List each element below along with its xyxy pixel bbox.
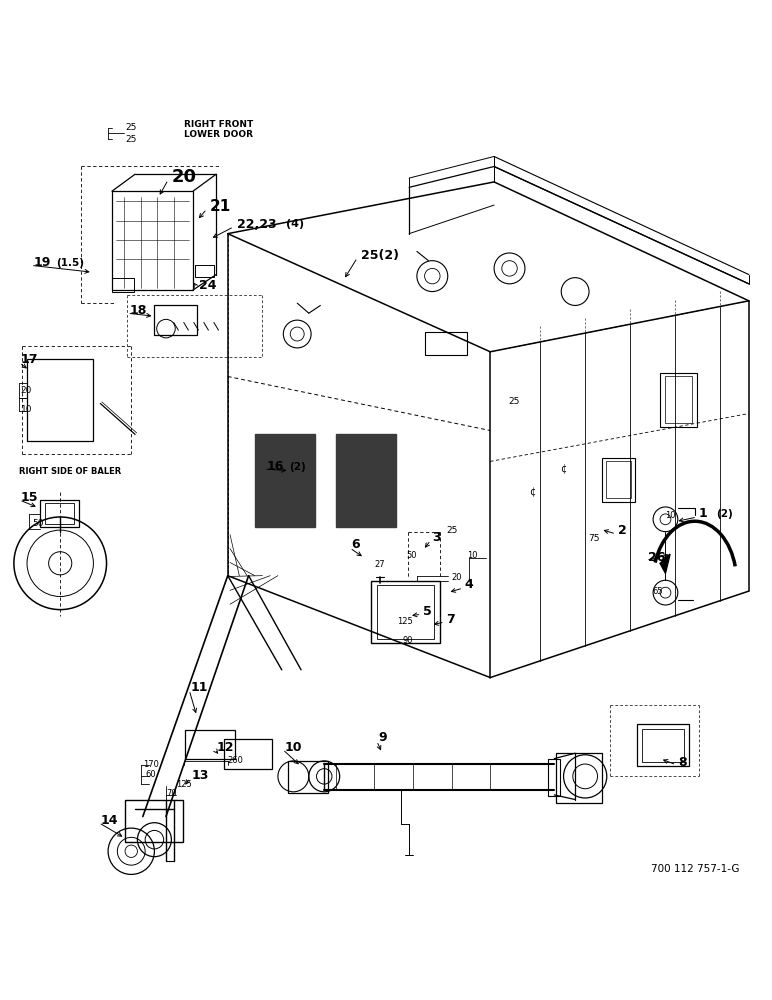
Bar bbox=[425, 332, 467, 355]
Text: 10: 10 bbox=[467, 551, 478, 560]
Bar bbox=[112, 191, 193, 290]
Bar bbox=[606, 461, 631, 498]
Bar bbox=[112, 278, 134, 292]
Bar bbox=[637, 724, 689, 766]
Text: RIGHT SIDE OF BALER: RIGHT SIDE OF BALER bbox=[19, 467, 121, 476]
Bar bbox=[27, 359, 93, 441]
Bar bbox=[665, 376, 692, 423]
Text: 20: 20 bbox=[21, 386, 32, 395]
Text: 17: 17 bbox=[21, 353, 39, 366]
Bar bbox=[556, 753, 602, 803]
Text: 12: 12 bbox=[216, 741, 234, 754]
Text: 60: 60 bbox=[145, 770, 156, 779]
Polygon shape bbox=[336, 434, 396, 527]
Text: (1.5): (1.5) bbox=[56, 258, 84, 268]
Text: 25: 25 bbox=[508, 397, 520, 406]
Text: 10: 10 bbox=[21, 405, 32, 414]
Text: 25: 25 bbox=[125, 135, 137, 144]
Polygon shape bbox=[255, 434, 315, 527]
Bar bbox=[45, 503, 74, 524]
Text: 24: 24 bbox=[199, 279, 217, 292]
Text: 7: 7 bbox=[446, 613, 455, 626]
Text: 90: 90 bbox=[403, 636, 414, 645]
Text: 8: 8 bbox=[678, 756, 686, 769]
Text: 260: 260 bbox=[228, 756, 244, 765]
Text: 18: 18 bbox=[130, 304, 147, 317]
Text: 20: 20 bbox=[452, 573, 462, 582]
Bar bbox=[125, 800, 183, 842]
Text: 20: 20 bbox=[171, 168, 196, 186]
Bar bbox=[602, 458, 635, 502]
Text: 6: 6 bbox=[351, 538, 360, 551]
Text: (4): (4) bbox=[286, 219, 303, 229]
Bar bbox=[548, 759, 560, 796]
Text: 25: 25 bbox=[446, 526, 458, 535]
Text: 25: 25 bbox=[125, 123, 137, 132]
Text: ¢: ¢ bbox=[560, 464, 567, 474]
Text: 125: 125 bbox=[176, 780, 191, 789]
Text: 5: 5 bbox=[423, 605, 432, 618]
Text: 10: 10 bbox=[665, 511, 676, 520]
Text: 16: 16 bbox=[266, 460, 284, 473]
Bar bbox=[642, 729, 684, 762]
Text: 21: 21 bbox=[210, 199, 232, 214]
Text: 65: 65 bbox=[652, 587, 663, 596]
Text: 50: 50 bbox=[407, 551, 418, 560]
Text: 19: 19 bbox=[33, 256, 51, 269]
Text: 26: 26 bbox=[648, 551, 666, 564]
Text: 9: 9 bbox=[378, 731, 387, 744]
Text: 25(2): 25(2) bbox=[361, 249, 398, 262]
Text: 13: 13 bbox=[191, 769, 209, 782]
Text: 125: 125 bbox=[398, 617, 413, 626]
Text: 27: 27 bbox=[374, 560, 385, 569]
Text: 22,23: 22,23 bbox=[237, 218, 276, 231]
Text: 50: 50 bbox=[32, 519, 44, 528]
Bar bbox=[660, 373, 697, 427]
Text: 14: 14 bbox=[100, 814, 118, 827]
Text: 700 112 757-1-G: 700 112 757-1-G bbox=[651, 864, 740, 874]
Text: 10: 10 bbox=[284, 741, 302, 754]
Bar bbox=[224, 739, 272, 769]
Text: 4: 4 bbox=[465, 578, 473, 591]
Bar bbox=[154, 305, 197, 335]
Text: LOWER DOOR: LOWER DOOR bbox=[184, 130, 252, 139]
Bar bbox=[371, 581, 440, 643]
Bar bbox=[185, 730, 235, 759]
Text: 70: 70 bbox=[166, 789, 177, 798]
Text: ¢: ¢ bbox=[530, 487, 536, 497]
Text: 75: 75 bbox=[588, 534, 600, 543]
Text: 2: 2 bbox=[618, 524, 626, 537]
Text: 15: 15 bbox=[21, 491, 39, 504]
Bar bbox=[377, 585, 434, 639]
Bar bbox=[40, 500, 79, 527]
Text: (2): (2) bbox=[716, 509, 733, 519]
Text: RIGHT FRONT: RIGHT FRONT bbox=[184, 120, 253, 129]
Text: 3: 3 bbox=[432, 531, 441, 544]
Bar bbox=[195, 265, 214, 277]
Text: 170: 170 bbox=[143, 760, 159, 769]
Text: (2): (2) bbox=[290, 462, 306, 472]
Text: 1: 1 bbox=[699, 507, 707, 520]
Text: 11: 11 bbox=[191, 681, 208, 694]
Bar bbox=[288, 761, 328, 793]
Polygon shape bbox=[660, 554, 670, 573]
